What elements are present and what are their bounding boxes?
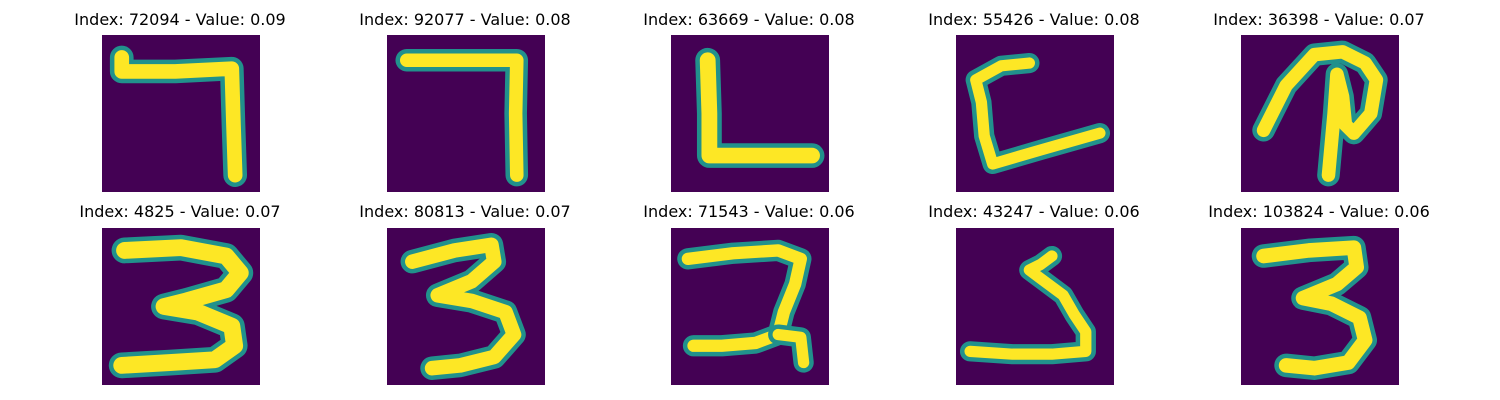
panel-7: Index: 80813 - Value: 0.07 [315, 193, 615, 373]
panel-8: Index: 71543 - Value: 0.06 [599, 193, 899, 373]
handwritten-digit-image [387, 35, 545, 192]
panel-9: Index: 43247 - Value: 0.06 [884, 193, 1184, 373]
handwritten-digit-image [102, 228, 260, 385]
panel-title: Index: 103824 - Value: 0.06 [1169, 202, 1469, 221]
panel-4: Index: 55426 - Value: 0.08 [884, 0, 1184, 180]
handwritten-digit-image [671, 228, 829, 385]
panel-title: Index: 72094 - Value: 0.09 [30, 10, 330, 29]
panel-title: Index: 4825 - Value: 0.07 [30, 202, 330, 221]
panel-2: Index: 92077 - Value: 0.08 [315, 0, 615, 180]
panel-3: Index: 63669 - Value: 0.08 [599, 0, 899, 180]
panel-title: Index: 71543 - Value: 0.06 [599, 202, 899, 221]
panel-title: Index: 36398 - Value: 0.07 [1169, 10, 1469, 29]
panel-5: Index: 36398 - Value: 0.07 [1169, 0, 1469, 180]
handwritten-digit-image [387, 228, 545, 385]
handwritten-digit-image [956, 35, 1114, 192]
panel-title: Index: 55426 - Value: 0.08 [884, 10, 1184, 29]
panel-10: Index: 103824 - Value: 0.06 [1169, 193, 1469, 373]
panel-1: Index: 72094 - Value: 0.09 [30, 0, 330, 180]
handwritten-digit-image [1241, 35, 1399, 192]
handwritten-digit-image [102, 35, 260, 192]
handwritten-digit-image [671, 35, 829, 192]
handwritten-digit-image [1241, 228, 1399, 385]
panel-title: Index: 43247 - Value: 0.06 [884, 202, 1184, 221]
panel-6: Index: 4825 - Value: 0.07 [30, 193, 330, 373]
panel-title: Index: 92077 - Value: 0.08 [315, 10, 615, 29]
panel-title: Index: 63669 - Value: 0.08 [599, 10, 899, 29]
handwritten-digit-image [956, 228, 1114, 385]
panel-title: Index: 80813 - Value: 0.07 [315, 202, 615, 221]
